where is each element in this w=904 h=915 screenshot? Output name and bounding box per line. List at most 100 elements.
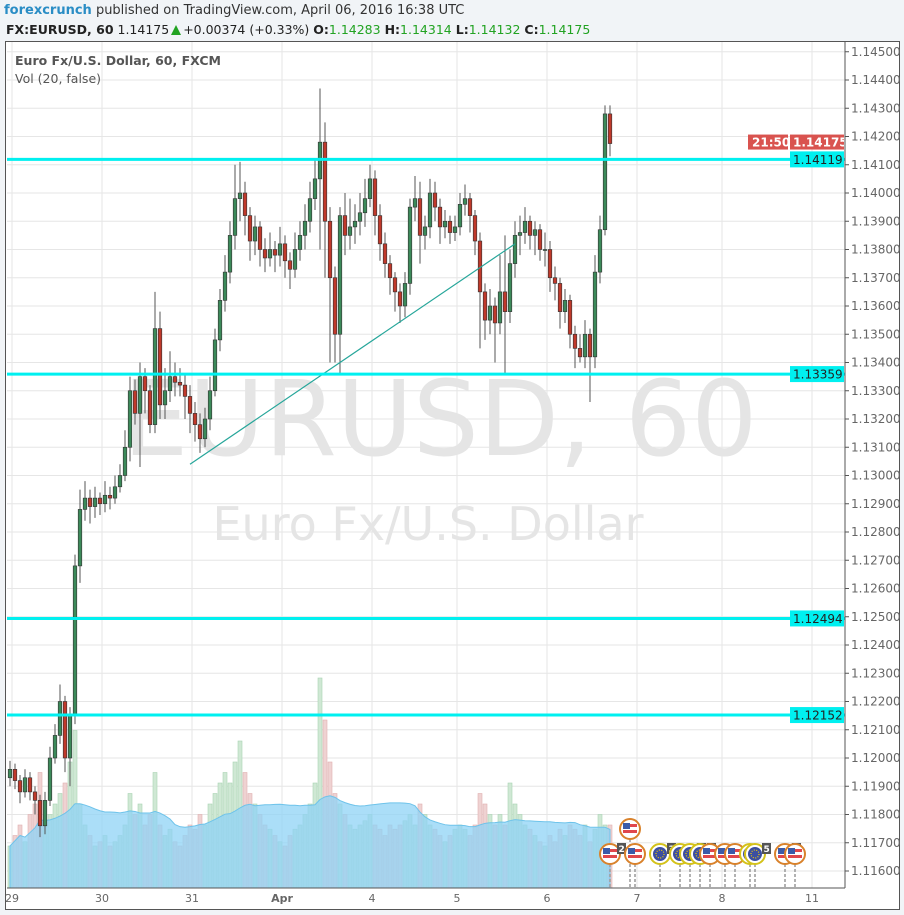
candle [427, 178, 433, 239]
candle [192, 402, 198, 442]
us-event-marker[interactable] [724, 843, 746, 888]
candle-body [357, 212, 363, 222]
us-flag-icon [623, 823, 630, 829]
candle-body [472, 215, 478, 242]
y-tick-label: 1.13100 [851, 440, 901, 454]
candle-body [127, 390, 133, 448]
candle-body [492, 305, 498, 324]
candle [142, 368, 148, 414]
candle-body [252, 226, 258, 242]
level-price-label: 1.12494 [793, 612, 843, 626]
candle-body [112, 486, 118, 499]
candle-body [567, 300, 573, 335]
candle-body [72, 565, 78, 716]
level-price-label: 1.12152 [793, 709, 843, 723]
candle [97, 492, 103, 516]
us-event-marker[interactable]: 2 [599, 843, 626, 888]
candle [197, 413, 203, 453]
volume-bar [317, 677, 323, 888]
us-event-marker[interactable] [619, 818, 641, 888]
us-flag-icon [788, 848, 795, 854]
us-flag-icon [703, 855, 717, 858]
candle-body [97, 497, 103, 505]
candle [202, 407, 208, 448]
candle-body [602, 113, 608, 231]
candle-body [32, 791, 38, 801]
candle [252, 215, 258, 256]
candle [157, 311, 163, 419]
eu-event-marker[interactable]: 5 [744, 843, 771, 888]
author-link[interactable]: forexcrunch [4, 3, 92, 18]
candle-body [397, 291, 403, 307]
candle-body [557, 283, 563, 312]
series-title: Euro Fx/U.S. Dollar, 60, FXCM [15, 53, 221, 68]
open-value: 1.14283 [328, 22, 381, 37]
y-tick-label: 1.14100 [851, 158, 901, 172]
y-tick-label: 1.12400 [851, 638, 901, 652]
y-tick-label: 1.12700 [851, 553, 901, 567]
candle [212, 328, 218, 397]
candle-body [212, 339, 218, 392]
candle-body [257, 226, 263, 250]
candle [287, 252, 293, 290]
high-value: 1.14314 [400, 22, 452, 37]
candle-body [307, 198, 313, 222]
candle-body [172, 376, 178, 383]
y-tick-label: 1.13400 [851, 356, 901, 370]
candle-body [277, 243, 283, 256]
candle-body [322, 141, 328, 222]
high-label: H: [384, 22, 401, 37]
candle-body [592, 271, 598, 358]
candle [147, 385, 153, 434]
us-event-marker[interactable] [784, 843, 806, 888]
candle [537, 224, 543, 261]
level-price-label: 1.14119 [793, 153, 843, 167]
candle [327, 207, 333, 363]
x-tick-label: 4 [369, 892, 376, 905]
candle-body [442, 220, 448, 228]
candle-body [12, 768, 18, 781]
last-price-tag [790, 134, 844, 150]
price-change: +0.00374 (+0.33%) [183, 22, 310, 37]
candle [477, 232, 483, 349]
candle [482, 283, 488, 340]
close-value: 1.14175 [538, 22, 591, 37]
candle [462, 184, 468, 216]
candle-body [62, 701, 68, 759]
candle-body [132, 390, 138, 414]
us-flag-icon [718, 848, 725, 854]
y-tick-label: 1.13700 [851, 271, 901, 285]
candle-body [367, 178, 373, 199]
candle [227, 221, 233, 284]
candle [102, 481, 108, 513]
candle [522, 207, 528, 244]
candle-body [502, 291, 508, 312]
published-text: published on TradingView.com, April 06, … [95, 3, 465, 18]
y-tick-label: 1.12200 [851, 695, 901, 709]
candle [377, 204, 383, 261]
candle [597, 215, 603, 284]
candle-body [462, 198, 468, 205]
low-value: 1.14132 [468, 22, 521, 37]
candle-body [222, 271, 228, 301]
eu-stars-icon [750, 849, 760, 859]
candle-body [82, 497, 88, 510]
candle [92, 486, 98, 518]
candle-body [392, 277, 398, 293]
candle [497, 255, 503, 335]
last-price-label: 1.14175 [793, 136, 848, 150]
candle [317, 88, 323, 250]
us-event-marker[interactable] [624, 843, 646, 888]
candle [397, 283, 403, 323]
candle-body [47, 757, 53, 801]
candle-body [482, 291, 488, 321]
candle [392, 272, 398, 312]
candle-body [42, 800, 48, 827]
candle [567, 294, 573, 349]
candle [582, 320, 588, 369]
candle-body [37, 800, 43, 827]
candle [172, 362, 178, 397]
candle [452, 215, 458, 242]
candle [517, 215, 523, 256]
